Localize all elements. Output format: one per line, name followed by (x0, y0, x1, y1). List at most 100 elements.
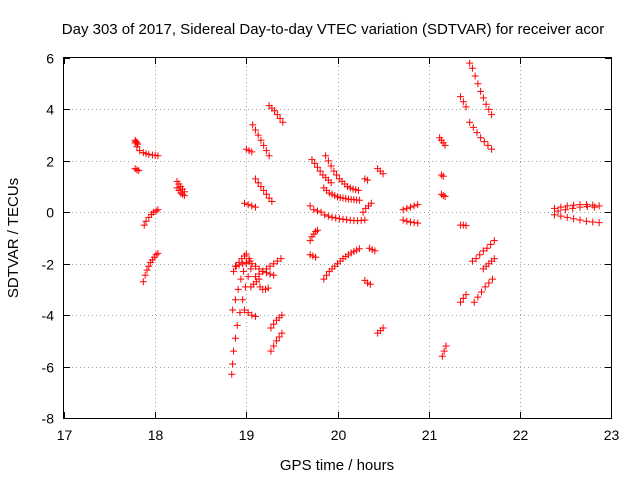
data-point (265, 152, 273, 160)
series-arc11 (231, 257, 254, 270)
series-arc48 (479, 255, 498, 273)
data-point (478, 288, 486, 296)
data-point (239, 260, 247, 268)
series-arc09 (229, 255, 253, 314)
data-point (231, 262, 239, 270)
data-point (249, 121, 257, 129)
data-point (142, 217, 150, 225)
data-point (145, 262, 153, 270)
data-point (308, 156, 316, 164)
series-arc39 (399, 216, 422, 227)
data-point (311, 159, 319, 167)
y-tick-label: -6 (42, 360, 55, 376)
plot-frame (63, 57, 612, 419)
series-arc36 (374, 165, 387, 178)
series-arc16 (241, 306, 259, 320)
data-point (466, 118, 474, 126)
series-arc18 (267, 329, 286, 355)
series-arc17 (267, 311, 286, 332)
data-point (136, 147, 144, 155)
data-point (236, 309, 244, 317)
series-arc07 (173, 184, 188, 200)
data-point (488, 275, 496, 283)
data-point (570, 215, 578, 223)
data-point (251, 126, 259, 134)
data-point (327, 179, 335, 187)
data-point (476, 251, 484, 259)
y-tick-label: 4 (46, 102, 54, 118)
data-point (333, 171, 341, 179)
data-point (254, 131, 262, 139)
data-point (474, 80, 482, 88)
data-point (264, 284, 272, 292)
data-point (248, 260, 256, 268)
data-point (244, 273, 252, 281)
data-point (355, 245, 363, 253)
data-point (441, 192, 449, 200)
series-arc32 (359, 199, 375, 216)
data-point (251, 262, 259, 270)
data-point (414, 201, 422, 209)
data-point (270, 260, 278, 268)
data-point (276, 114, 284, 122)
data-point (469, 123, 477, 131)
series-arc44 (466, 59, 496, 119)
data-point (257, 183, 265, 191)
data-point (485, 279, 493, 287)
data-point (270, 342, 278, 350)
data-point (487, 240, 495, 248)
data-point (257, 136, 265, 144)
data-point (278, 329, 286, 337)
data-point (313, 163, 321, 171)
series-arc28 (321, 211, 369, 225)
data-point (322, 152, 330, 160)
series-arc13 (251, 255, 285, 281)
data-point (313, 207, 321, 215)
series-arc49 (470, 275, 496, 306)
series-arc51 (438, 342, 450, 360)
data-point (152, 207, 160, 215)
y-tick-label: -4 (42, 308, 55, 324)
data-point (591, 203, 599, 211)
series-arc14 (247, 275, 263, 291)
data-point (459, 294, 467, 302)
data-point (177, 189, 185, 197)
data-point (355, 196, 363, 204)
data-point (262, 265, 270, 273)
data-point (466, 59, 474, 67)
data-point (582, 217, 590, 225)
series-arc35 (361, 175, 372, 184)
data-point (563, 202, 571, 210)
data-point (480, 138, 488, 146)
data-point (143, 266, 151, 274)
data-point (323, 271, 331, 279)
data-point (557, 212, 565, 220)
data-point (255, 275, 263, 283)
series-arc24 (308, 156, 335, 187)
data-point (550, 211, 558, 219)
data-point (437, 190, 445, 198)
data-point (247, 265, 255, 273)
x-tick-label: 22 (513, 427, 529, 443)
data-point (442, 342, 450, 350)
series-arc27 (306, 202, 325, 216)
series-arc06 (173, 177, 188, 196)
axis-ticks: 17 18 19 20 21 22 23 -8 -6 -4 -2 0 2 4 6 (42, 51, 620, 444)
data-point (229, 306, 237, 314)
data-point (317, 208, 325, 216)
data-point (131, 165, 139, 173)
series-arc34 (365, 244, 379, 255)
series-arc15 (256, 283, 272, 293)
data-point (328, 213, 336, 221)
data-point (254, 179, 262, 187)
data-point (471, 72, 479, 80)
data-point (259, 267, 267, 275)
data-point (270, 320, 278, 328)
series-arc21 (242, 145, 256, 156)
data-point (595, 219, 603, 227)
data-point (266, 270, 274, 278)
data-point (379, 324, 387, 332)
data-point (359, 208, 367, 216)
data-point (230, 347, 238, 355)
data-point (231, 334, 239, 342)
